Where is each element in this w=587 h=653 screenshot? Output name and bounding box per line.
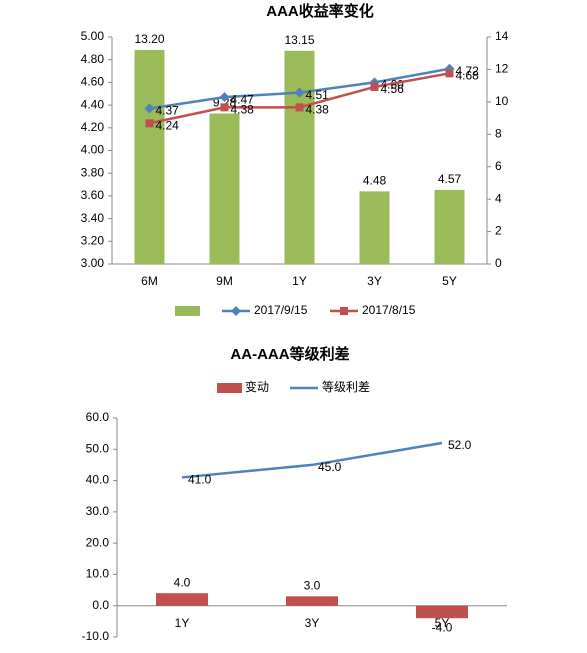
bar [359,191,390,264]
y-tick-label: 3.60 [81,188,105,202]
x-tick-label: 5Y [435,616,450,630]
data-label: -4.0 [432,620,453,634]
y-tick-label: 3.20 [81,233,105,247]
y2-tick-label: 0 [495,256,502,270]
data-label: 4.47 [231,92,255,106]
data-label: 4.68 [456,68,480,82]
y-tick-label: 60.0 [86,410,110,424]
y-tick-label: 10.0 [86,567,110,581]
legend-swatch [175,306,200,316]
marker [145,119,154,128]
y2-tick-label: 6 [495,159,502,173]
legend-label: 2017/8/15 [362,303,416,317]
y2-tick-label: 12 [495,62,509,76]
bar [416,605,468,619]
marker [370,82,379,91]
bar [434,189,465,264]
y-tick-label: 40.0 [86,473,110,487]
data-label: 3.0 [304,579,321,593]
bar [134,49,165,264]
y-tick-label: 3.00 [81,256,105,270]
y-tick-label: 50.0 [86,441,110,455]
data-label: 4.38 [306,103,330,117]
bar [209,113,240,264]
data-label: 52.0 [448,438,472,452]
data-label: 4.48 [363,174,387,188]
y-tick-label: 4.80 [81,52,105,66]
marker [294,87,305,98]
x-tick-label: 3Y [367,274,382,288]
bar [284,50,315,265]
legend-swatch [217,383,242,393]
legend-marker [340,307,348,315]
y-tick-label: 4.60 [81,75,105,89]
data-label: 4.56 [381,82,405,96]
x-tick-label: 1Y [292,274,307,288]
y-tick-label: 4.00 [81,143,105,157]
x-tick-label: 5Y [442,274,457,288]
y-tick-label: 3.40 [81,211,105,225]
marker [220,103,229,112]
chart-title: AA-AAA等级利差 [230,345,349,363]
marker [295,103,304,112]
bar [156,593,208,606]
data-label: 13.15 [284,33,314,47]
x-tick-label: 6M [141,274,158,288]
data-label: 41.0 [188,473,212,487]
marker [445,69,454,78]
y2-tick-label: 10 [495,94,509,108]
y-tick-label: 5.00 [81,29,105,43]
data-label: 4.37 [156,104,180,118]
x-tick-label: 9M [216,274,233,288]
marker [144,103,155,114]
data-label: 4.38 [231,103,255,117]
data-label: 4.72 [456,64,480,78]
data-label: 4.51 [306,88,330,102]
legend-label: 2017/9/15 [254,303,308,317]
y-tick-label: 30.0 [86,504,110,518]
y-tick-label: 3.80 [81,165,105,179]
y2-tick-label: 8 [495,126,502,140]
data-label: 4.0 [174,575,191,589]
y2-tick-label: 14 [495,29,509,43]
y-tick-label: 20.0 [86,535,110,549]
data-label: 45.0 [318,460,342,474]
y-tick-label: 4.40 [81,97,105,111]
y-tick-label: 0.0 [92,598,109,612]
legend-label: 变动 [245,379,269,394]
data-label: 4.57 [438,172,462,186]
data-label: 4.24 [156,118,180,132]
y-tick-label: 4.20 [81,120,105,134]
bar [286,596,338,606]
y2-tick-label: 4 [495,191,502,205]
line [181,441,443,479]
legend-label: 等级利差 [322,380,370,394]
marker [219,92,230,103]
y-tick-label: -10.0 [82,629,110,643]
chart-title: AAA收益率变化 [266,2,374,20]
x-tick-label: 1Y [175,616,190,630]
x-tick-label: 3Y [305,616,320,630]
data-label: 13.20 [134,32,164,46]
y2-tick-label: 2 [495,224,502,238]
legend-marker [231,306,241,316]
